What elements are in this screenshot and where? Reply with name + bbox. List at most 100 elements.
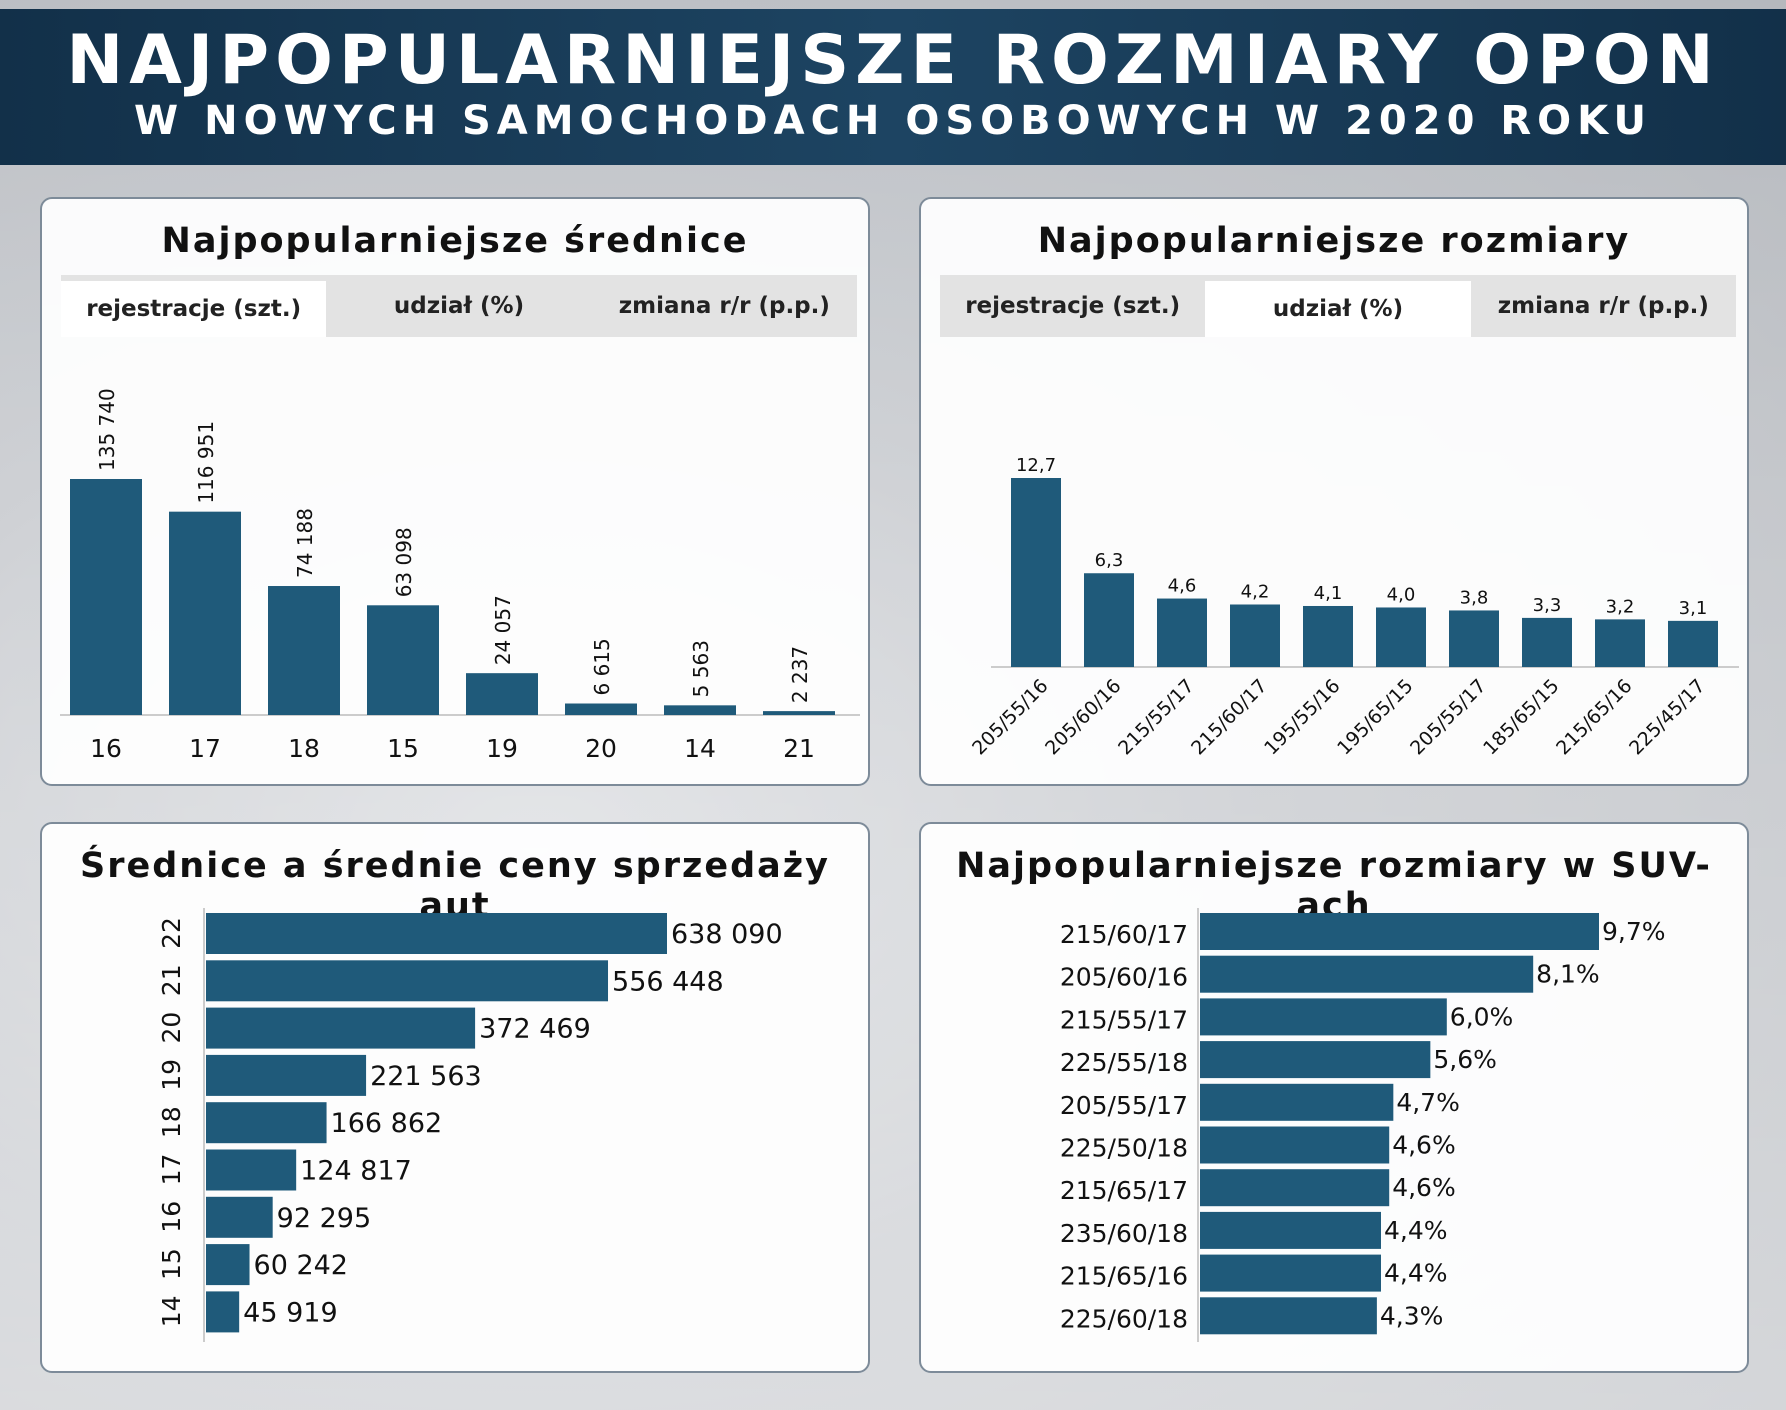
data-label: 4,2 — [1241, 581, 1270, 602]
data-label: 6,0% — [1450, 1002, 1514, 1031]
chart-suv-sizes: 9,7% 215/60/17 8,1% 205/60/16 6,0% 215/55/17 5… — [1060, 908, 1666, 1342]
x-tick-label: 205/60/16 — [1041, 675, 1125, 759]
bar — [268, 586, 340, 715]
x-tick-label: 225/45/17 — [1625, 675, 1709, 759]
data-label: 6 615 — [590, 638, 614, 695]
y-tick-label: 215/65/17 — [1060, 1176, 1188, 1205]
data-label: 221 563 — [370, 1061, 482, 1092]
x-tick-label: 215/55/17 — [1114, 675, 1198, 759]
bar — [1200, 955, 1534, 993]
y-tick-label: 215/60/17 — [1060, 920, 1188, 949]
data-label: 92 295 — [277, 1203, 371, 1234]
bar — [1230, 604, 1280, 667]
data-label: 556 448 — [612, 966, 724, 997]
y-tick-label: 235/60/18 — [1060, 1219, 1188, 1248]
y-tick-label: 15 — [157, 1248, 186, 1280]
data-label: 24 057 — [491, 595, 515, 665]
bar — [1200, 1126, 1390, 1164]
bar — [1376, 607, 1426, 667]
x-tick-label: 20 — [585, 734, 617, 763]
tab-share[interactable]: udział (%) — [393, 293, 525, 319]
y-tick-label: 22 — [157, 917, 186, 949]
x-tick-label: 205/55/17 — [1406, 675, 1490, 759]
chart-prices: 638 090 22 556 448 21 372 469 20 221 563 19 166 … — [157, 908, 783, 1342]
data-label: 4,6% — [1392, 1173, 1456, 1202]
bar — [1449, 610, 1499, 667]
bar — [1200, 1297, 1377, 1335]
bar — [206, 1054, 367, 1096]
y-tick-label: 17 — [157, 1154, 186, 1186]
bar — [1200, 1169, 1390, 1207]
bar — [206, 1196, 273, 1238]
data-label: 135 740 — [95, 388, 119, 471]
data-label: 12,7 — [1016, 455, 1056, 476]
data-label: 4,4% — [1384, 1216, 1448, 1245]
y-tick-label: 205/55/17 — [1060, 1091, 1188, 1120]
y-tick-label: 16 — [157, 1201, 186, 1233]
x-tick-label: 16 — [90, 734, 122, 763]
x-tick-label: 215/60/17 — [1187, 675, 1271, 759]
tab-yoy-change[interactable]: zmiana r/r (p.p.) — [1497, 293, 1709, 319]
y-tick-label: 225/60/18 — [1060, 1304, 1188, 1333]
tab-bar: rejestracje (szt.) udział (%) zmiana r/r… — [61, 275, 857, 337]
bar — [1200, 998, 1447, 1036]
bar — [1595, 619, 1645, 667]
data-label: 4,6 — [1168, 576, 1197, 597]
y-tick-label: 18 — [157, 1106, 186, 1138]
bar — [1084, 573, 1134, 667]
data-label: 3,3 — [1533, 595, 1562, 616]
x-tick-label: 19 — [486, 734, 518, 763]
bar — [206, 1007, 476, 1049]
data-label: 4,3% — [1380, 1301, 1444, 1330]
y-tick-label: 205/60/16 — [1060, 963, 1188, 992]
x-tick-label: 205/55/16 — [968, 675, 1052, 759]
data-label: 60 242 — [254, 1250, 348, 1281]
y-tick-label: 14 — [157, 1295, 186, 1327]
x-tick-label: 17 — [189, 734, 221, 763]
tab-registrations[interactable]: rejestracje (szt.) — [965, 293, 1181, 319]
data-label: 116 951 — [194, 421, 218, 504]
bar — [206, 1291, 240, 1333]
tab-share[interactable]: udział (%) — [1205, 281, 1471, 337]
bar — [1200, 1041, 1431, 1079]
tab-registrations[interactable]: rejestracje (szt.) — [61, 281, 327, 337]
data-label: 4,6% — [1392, 1131, 1456, 1160]
bar — [1200, 1083, 1394, 1121]
chart-diameters: 135 740 16 116 951 17 74 188 18 63 098 15 24 057… — [60, 388, 860, 763]
bar — [1303, 605, 1353, 667]
bar — [367, 605, 439, 715]
data-label: 63 098 — [392, 527, 416, 597]
data-label: 4,4% — [1384, 1259, 1448, 1288]
bar — [466, 673, 538, 715]
y-tick-label: 20 — [157, 1012, 186, 1044]
x-tick-label: 18 — [288, 734, 320, 763]
data-label: 9,7% — [1602, 917, 1666, 946]
x-tick-label: 215/65/16 — [1552, 675, 1636, 759]
header-banner: NAJPOPULARNIEJSZE ROZMIARY OPON W NOWYCH… — [0, 9, 1786, 165]
data-label: 74 188 — [293, 508, 317, 578]
y-tick-label: 225/50/18 — [1060, 1134, 1188, 1163]
data-label: 3,2 — [1606, 596, 1635, 617]
data-label: 5 563 — [689, 640, 713, 697]
panel-sizes: Najpopularniejsze rozmiary rejestracje (… — [919, 197, 1749, 786]
bar — [565, 703, 637, 715]
chart-sizes: 12,7 205/55/16 6,3 205/60/16 4,6 215/55/17 4,2… — [968, 455, 1739, 759]
panel-title: Najpopularniejsze rozmiary — [1037, 221, 1631, 261]
panel-prices: Średnice a średnie ceny sprzedaży aut 63… — [40, 822, 870, 1373]
bar — [1200, 1254, 1381, 1292]
bar — [1200, 913, 1599, 950]
data-label: 6,3 — [1095, 550, 1124, 571]
data-label: 45 919 — [243, 1297, 337, 1328]
data-label: 4,0 — [1387, 584, 1416, 605]
bar — [169, 511, 241, 715]
data-label: 4,7% — [1396, 1088, 1460, 1117]
bar — [1668, 620, 1718, 667]
bar — [206, 1244, 250, 1286]
bar — [763, 711, 835, 715]
bar — [70, 479, 142, 715]
bar — [1522, 617, 1572, 667]
bar — [664, 705, 736, 715]
data-label: 5,6% — [1433, 1045, 1497, 1074]
tab-yoy-change[interactable]: zmiana r/r (p.p.) — [618, 293, 830, 319]
data-label: 4,1 — [1314, 583, 1343, 604]
